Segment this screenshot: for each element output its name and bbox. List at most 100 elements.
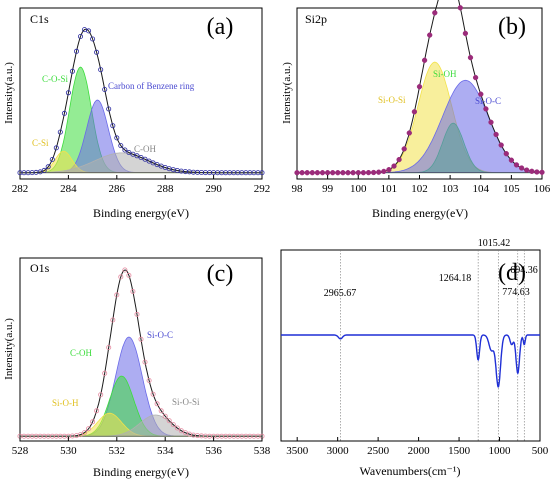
data-point [69, 68, 75, 74]
data-point [86, 28, 92, 34]
data-point [162, 413, 168, 419]
data-point [154, 401, 160, 407]
data-point [335, 170, 341, 176]
data-point [138, 336, 144, 342]
data-point [534, 169, 540, 175]
x-axis-label: Wavenumbers(cm⁻¹) [360, 464, 461, 478]
data-point [483, 106, 489, 112]
data-point [78, 432, 84, 438]
data-point [304, 170, 310, 176]
data-point [134, 153, 140, 159]
data-point [102, 87, 108, 93]
x-ticks-b: 98 99 100 101 102 103 104 105 106 [292, 175, 550, 195]
data-point [82, 430, 88, 436]
data-point [150, 160, 156, 166]
y-axis-label: Intensity(a.u.) [3, 318, 15, 380]
peak-label-c-oh: C-OH [134, 144, 156, 154]
x-tick-label: 530 [60, 445, 77, 457]
x-tick-label: 102 [411, 183, 428, 195]
x-tick-label: 288 [157, 183, 174, 195]
data-point [126, 149, 132, 155]
peak-label-si-o-c: Si-O-C [475, 96, 501, 106]
x-tick-label: 282 [12, 183, 29, 195]
plot-frame-d [280, 249, 541, 442]
data-point [65, 90, 71, 96]
data-point [411, 109, 418, 115]
x-tick-label: 536 [205, 445, 222, 457]
panel-label: (b) [498, 14, 526, 40]
data-point [114, 292, 120, 298]
data-point [330, 170, 336, 176]
data-point [381, 168, 387, 175]
data-point [126, 272, 132, 278]
ftir-spectrum [281, 334, 540, 388]
data-point [319, 170, 326, 176]
data-point [391, 163, 397, 169]
x-tick-label: 2000 [408, 445, 431, 457]
data-point [376, 169, 382, 175]
peak-label-si-o-si: Si-O-Si [172, 397, 200, 407]
data-point [503, 151, 509, 157]
data-point [539, 169, 545, 175]
data-point [166, 418, 172, 424]
data-point [130, 288, 136, 294]
data-point [416, 84, 423, 90]
x-axis-label: Binding energy(eV) [93, 206, 189, 220]
x-tick-label: 290 [205, 183, 222, 195]
data-point [427, 32, 433, 38]
data-point [314, 170, 321, 176]
peak-guide-lines [340, 250, 525, 441]
data-point [488, 119, 494, 125]
panel-label: (a) [207, 14, 234, 40]
peak-label-si-o-si: Si-O-Si [378, 95, 406, 105]
peak-annotation: 1015.42 [478, 238, 511, 249]
data-point [57, 129, 63, 135]
x-tick-label: 292 [254, 183, 271, 195]
plot-frame-c [19, 257, 263, 442]
data-point [134, 311, 140, 317]
data-point [401, 146, 407, 152]
data-point [110, 317, 116, 323]
data-point [98, 67, 104, 73]
peak-annotation: 2965.67 [324, 288, 357, 299]
data-point [324, 170, 331, 176]
panel-title: O1s [30, 261, 50, 275]
data-point [467, 54, 474, 61]
data-point [524, 167, 530, 173]
data-point [106, 106, 112, 112]
y-axis-label: Intensity(a.u.) [281, 62, 293, 124]
x-tick-label: 500 [532, 445, 549, 457]
x-tick-label: 284 [60, 183, 77, 195]
data-point [94, 49, 100, 55]
data-point [350, 170, 356, 176]
data-point [513, 162, 520, 168]
x-tick-label: 2500 [367, 445, 390, 457]
x-tick-label: 104 [473, 183, 490, 195]
data-point [142, 156, 148, 162]
x-tick-label: 106 [534, 183, 550, 195]
x-tick-label: 105 [503, 183, 520, 195]
data-point [146, 377, 152, 383]
plot-frame-a [19, 7, 263, 180]
panel-label: (c) [207, 261, 234, 287]
data-point [102, 370, 108, 376]
data-point [45, 164, 51, 170]
panel-a: 282 284 286 288 290 292 C1s (a) Binding energ… [3, 7, 271, 220]
panel-b: 98 99 100 101 102 103 104 105 106 Si2p (b) Bindi… [281, 0, 550, 220]
peak-annotations: 2965.67 1264.18 1015.42 774.63 694.36 [324, 238, 538, 299]
data-point [158, 408, 164, 414]
x-tick-label: 103 [442, 183, 459, 195]
panel-title: Si2p [305, 12, 327, 26]
data-point [106, 344, 112, 350]
data-point [421, 57, 428, 63]
panel-title: C1s [30, 12, 49, 26]
data-point [294, 170, 300, 176]
panel-c: 528 530 532 534 536 538 O1s (c) Binding energ… [3, 257, 271, 479]
data-point [170, 422, 176, 428]
data-point [396, 156, 402, 163]
x-tick-label: 538 [254, 445, 271, 457]
data-point [259, 170, 265, 176]
data-point [90, 419, 96, 425]
peak-label-si-oh: Si-OH [433, 69, 457, 79]
